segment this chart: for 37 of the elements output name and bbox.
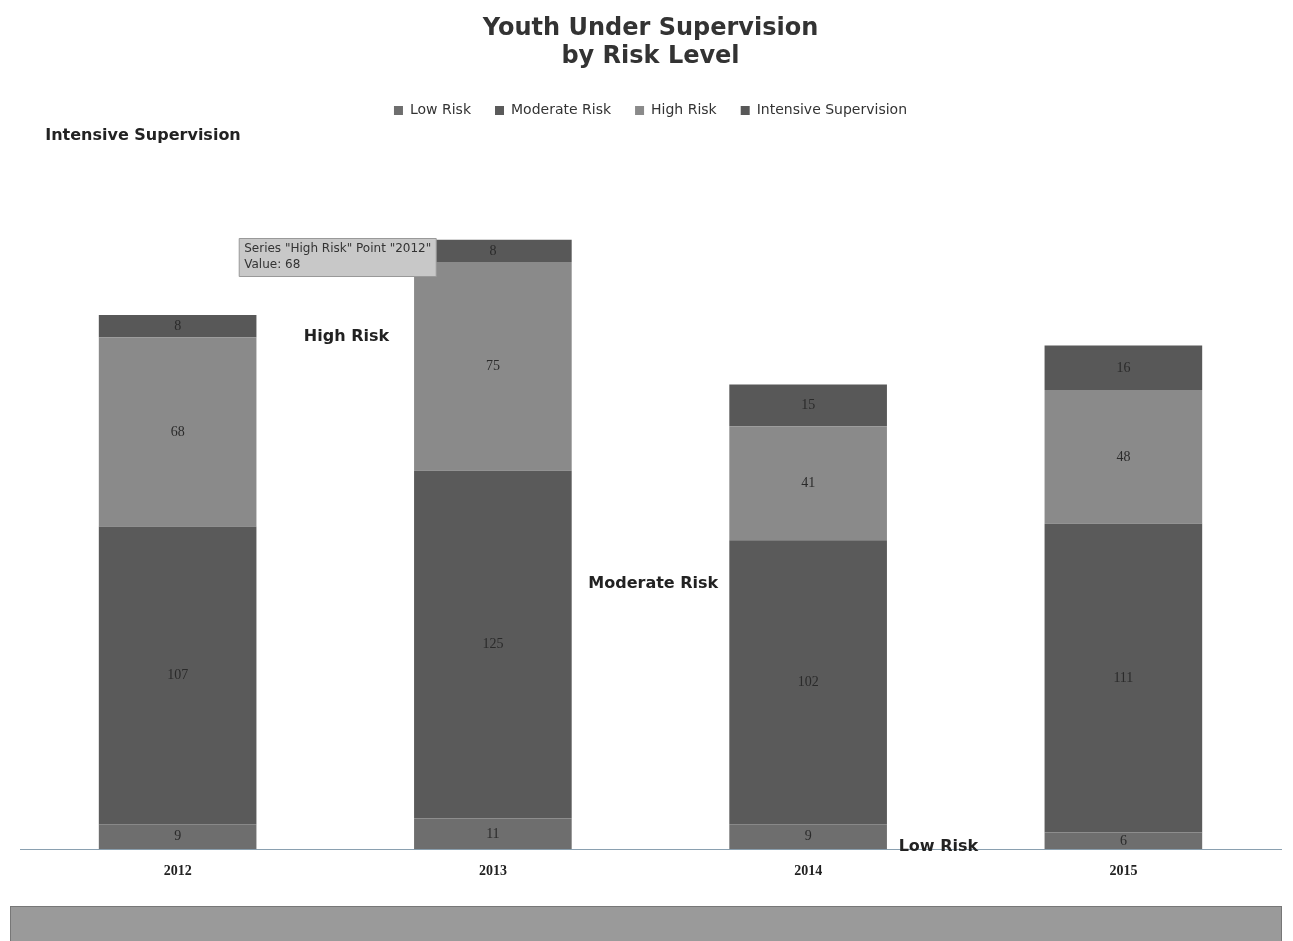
bar [98, 824, 257, 850]
annotation: High Risk [303, 325, 390, 345]
bar [729, 824, 887, 850]
bar [1044, 390, 1203, 524]
bar [729, 384, 887, 427]
legend-label: Moderate Risk [511, 101, 612, 118]
annotation: Series "High Risk" Point "2012" Value: 68 [244, 240, 432, 271]
data-label: 6 [1119, 832, 1127, 848]
bar [729, 540, 887, 825]
annotation: Low Risk [898, 835, 979, 855]
x-tick-label: 2013 [478, 863, 507, 879]
bar [729, 426, 887, 541]
annotation: Moderate Risk [588, 573, 719, 593]
bar [98, 526, 257, 825]
bar [414, 262, 572, 471]
bar [1044, 832, 1203, 850]
data-label: 75 [485, 358, 500, 374]
data-label: 9 [804, 828, 812, 844]
bar [98, 314, 257, 338]
legend-label: Intensive Supervision [756, 101, 908, 118]
bar [1044, 345, 1203, 391]
bar [98, 337, 257, 527]
data-label: 68 [170, 423, 185, 439]
x-tick-label: 2014 [794, 863, 823, 879]
text: Intensive Supervision [45, 124, 241, 144]
bar [1044, 523, 1203, 833]
legend-label: Low Risk [409, 101, 472, 118]
bar [414, 818, 572, 850]
bar [414, 470, 572, 819]
data-label: 48 [1116, 448, 1131, 464]
chart-title: Youth Under Supervision by Risk Level [481, 12, 819, 70]
data-label: 41 [801, 474, 816, 490]
data-label: 11 [486, 825, 500, 841]
data-label: 9 [174, 828, 182, 844]
x-tick-label: 2015 [1109, 863, 1138, 879]
legend-label: High Risk [651, 101, 718, 118]
x-tick-label: 2012 [163, 863, 192, 879]
